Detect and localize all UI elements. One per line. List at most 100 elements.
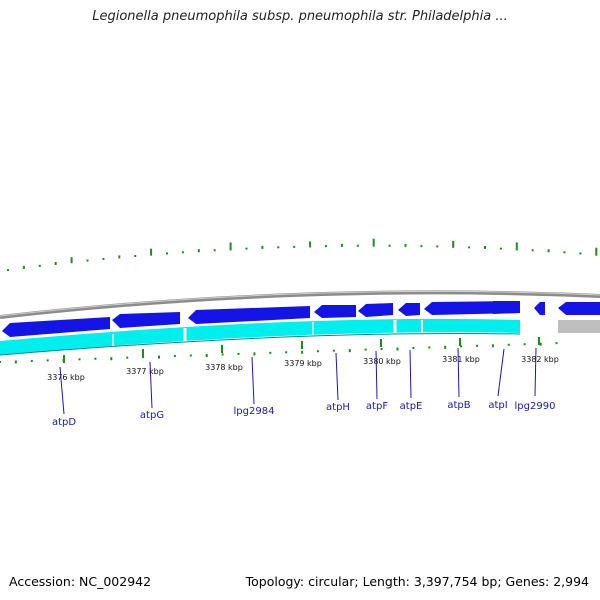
gc-skew-tick bbox=[523, 343, 526, 346]
gc-skew-tick bbox=[484, 245, 486, 249]
scale-tick-label: 3376 kbp bbox=[47, 373, 85, 382]
gc-skew-tick bbox=[539, 342, 542, 346]
gene-label-atpD[interactable]: atpD bbox=[52, 417, 76, 428]
scale-tick bbox=[380, 339, 382, 347]
gc-skew-tick bbox=[452, 240, 455, 248]
gc-skew-tick bbox=[70, 257, 73, 264]
scale-tick-label: 3382 kbp bbox=[521, 355, 559, 364]
gc-skew-tick bbox=[285, 351, 288, 354]
scale-tick bbox=[142, 349, 144, 357]
gene-arrow-atpI[interactable] bbox=[493, 301, 520, 314]
backbone-highlight bbox=[0, 290, 600, 317]
gene-labels: atpD atpG lpg2984 atpH atpF atpE atpB atpI lpg29… bbox=[52, 347, 556, 428]
gc-skew-tick bbox=[38, 264, 41, 267]
gc-skew-tick bbox=[579, 252, 582, 255]
scale-tick-label: 3379 kbp bbox=[284, 359, 322, 368]
gc-skew-tick bbox=[555, 342, 558, 345]
scale-tick bbox=[301, 341, 303, 349]
genome-summary: Topology: circular; Length: 3,397,754 bp… bbox=[245, 574, 589, 589]
gc-skew-tick bbox=[253, 352, 256, 356]
gc-skew-tick bbox=[197, 249, 200, 253]
gc-skew-tick bbox=[476, 344, 478, 347]
gene-label-leader bbox=[375, 350, 378, 400]
scale-ruler: 3376 kbp 3377 kbp 3378 kbp 3379 kbp 3380 kbp… bbox=[47, 337, 559, 382]
gene-arrow-lpg2990[interactable] bbox=[534, 302, 545, 315]
gc-skew-tick bbox=[14, 360, 17, 364]
gene-label-atpH[interactable]: atpH bbox=[326, 402, 350, 413]
gene-arrow-atpG[interactable] bbox=[112, 312, 180, 328]
gc-skew-track-inner bbox=[0, 342, 558, 364]
gc-skew-tick bbox=[126, 356, 129, 359]
gc-skew-tick bbox=[325, 245, 327, 248]
gap-segment bbox=[558, 320, 600, 333]
gene-arrow-atpE[interactable] bbox=[398, 303, 420, 316]
gc-skew-tick bbox=[412, 346, 415, 349]
gene-label-lpg2990[interactable]: lpg2990 bbox=[515, 401, 556, 412]
gc-skew-tick bbox=[118, 255, 121, 259]
gene-label-atpF[interactable]: atpF bbox=[366, 401, 388, 412]
scale-tick bbox=[538, 337, 540, 345]
gc-skew-tick bbox=[102, 257, 105, 260]
gc-skew-tick bbox=[46, 359, 49, 362]
gc-skew-tick bbox=[150, 248, 153, 256]
gc-skew-tick bbox=[444, 345, 447, 349]
scale-tick bbox=[63, 355, 65, 363]
gene-arrow-atpD[interactable] bbox=[2, 317, 110, 337]
gene-arrow-atpF[interactable] bbox=[358, 303, 393, 317]
backbone-arc bbox=[0, 290, 600, 319]
gc-skew-tick bbox=[468, 246, 471, 249]
gc-skew-tick bbox=[86, 259, 89, 262]
gc-skew-tick bbox=[205, 353, 208, 357]
gc-skew-tick bbox=[499, 247, 502, 250]
gc-skew-tick bbox=[364, 348, 367, 351]
gc-skew-tick bbox=[380, 348, 383, 351]
gc-skew-tick bbox=[173, 355, 176, 358]
scale-tick bbox=[221, 345, 223, 353]
gene-label-leader bbox=[534, 347, 537, 397]
gc-skew-tick bbox=[30, 359, 33, 362]
gene-arrow-lpg2984[interactable] bbox=[188, 306, 310, 324]
gene-arrow-atpH[interactable] bbox=[314, 305, 356, 318]
gc-skew-tick bbox=[0, 361, 1, 363]
gc-skew-track-outer bbox=[7, 238, 598, 271]
gene-arrow-next[interactable] bbox=[558, 302, 600, 315]
gc-skew-tick bbox=[229, 242, 232, 251]
reverse-strand-edge bbox=[0, 332, 521, 356]
gc-skew-tick bbox=[515, 242, 518, 251]
gene-label-atpB[interactable]: atpB bbox=[447, 400, 470, 411]
scale-tick-label: 3378 kbp bbox=[205, 363, 243, 372]
forward-gene-track bbox=[2, 301, 600, 337]
gene-label-lpg2984[interactable]: lpg2984 bbox=[234, 406, 275, 417]
gc-skew-tick bbox=[436, 245, 439, 248]
gene-label-atpE[interactable]: atpE bbox=[400, 401, 423, 412]
gc-skew-tick bbox=[563, 251, 566, 254]
scale-tick-label: 3380 kbp bbox=[363, 357, 401, 366]
gene-label-leader bbox=[59, 366, 65, 415]
gc-skew-tick bbox=[356, 244, 359, 247]
gc-skew-tick bbox=[22, 265, 25, 269]
gc-skew-tick bbox=[7, 268, 9, 271]
gc-skew-tick bbox=[142, 356, 145, 359]
gc-skew-tick bbox=[460, 345, 463, 348]
gc-skew-tick bbox=[491, 344, 494, 348]
gc-skew-tick bbox=[78, 358, 81, 361]
gene-label-leader bbox=[409, 349, 412, 399]
reverse-strand-band[interactable] bbox=[0, 318, 520, 355]
gc-skew-tick bbox=[245, 247, 248, 250]
gene-label-leader bbox=[251, 356, 255, 405]
gc-skew-tick bbox=[388, 244, 391, 247]
gc-skew-tick bbox=[595, 247, 598, 256]
gene-label-atpI[interactable]: atpI bbox=[488, 400, 507, 411]
scale-tick-label: 3381 kbp bbox=[442, 355, 480, 364]
gc-skew-tick bbox=[213, 249, 216, 252]
gc-skew-tick bbox=[507, 343, 510, 346]
gc-skew-tick bbox=[269, 351, 272, 354]
gc-skew-tick bbox=[94, 357, 97, 360]
gc-skew-tick bbox=[181, 251, 184, 254]
gc-skew-tick bbox=[54, 262, 57, 266]
gc-skew-tick bbox=[317, 350, 319, 353]
gene-label-atpG[interactable]: atpG bbox=[140, 410, 164, 421]
gc-skew-tick bbox=[348, 349, 351, 353]
